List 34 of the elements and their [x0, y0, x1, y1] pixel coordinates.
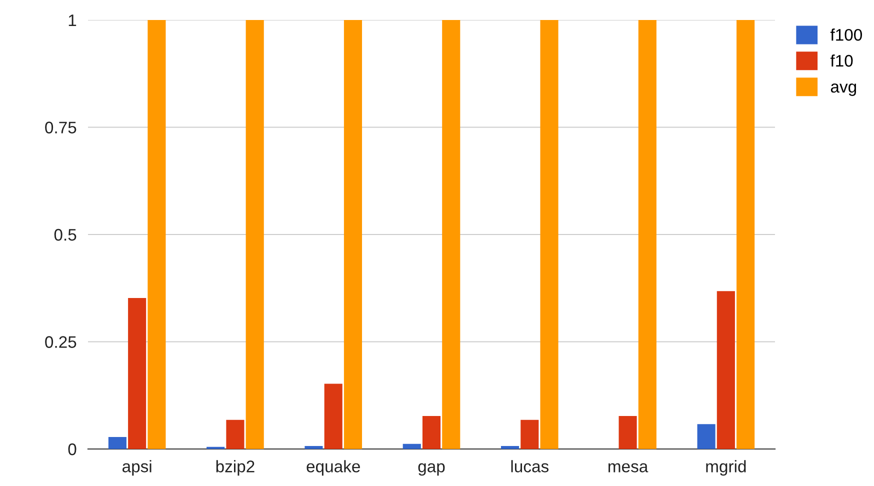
x-tick-label: gap — [418, 463, 445, 476]
x-tick-label: equake — [306, 460, 360, 476]
bar — [540, 20, 558, 449]
bar — [422, 416, 441, 449]
bar — [638, 20, 656, 449]
bar — [226, 420, 244, 449]
bar — [736, 20, 755, 449]
x-tick-label: lucas — [511, 460, 548, 472]
bar — [304, 446, 323, 449]
y-tick-label: 0.25 — [45, 336, 76, 348]
legend-label: f100 — [830, 28, 862, 41]
bar — [128, 298, 146, 449]
bar — [500, 446, 520, 449]
bar — [344, 20, 362, 449]
x-tick-label: bzip2 — [216, 460, 254, 476]
bar — [442, 20, 460, 449]
x-tick-label: mgrid — [706, 460, 746, 476]
y-tick-label: 1 — [68, 14, 76, 26]
bar — [716, 291, 735, 449]
y-tick-label: 0.5 — [54, 228, 76, 241]
bar — [246, 20, 264, 449]
x-tick-label: apsi — [122, 460, 152, 476]
y-tick-label: 0 — [68, 443, 76, 456]
bar — [520, 420, 539, 449]
bar — [108, 436, 126, 449]
bar — [148, 20, 166, 449]
bar — [697, 424, 716, 449]
bar — [618, 416, 637, 449]
bar — [402, 444, 421, 449]
y-tick-label: 0.75 — [45, 122, 76, 134]
legend-label: avg — [830, 84, 856, 96]
bar — [324, 384, 342, 449]
legend-label: f10 — [830, 54, 853, 67]
x-tick-label: mesa — [608, 463, 648, 472]
